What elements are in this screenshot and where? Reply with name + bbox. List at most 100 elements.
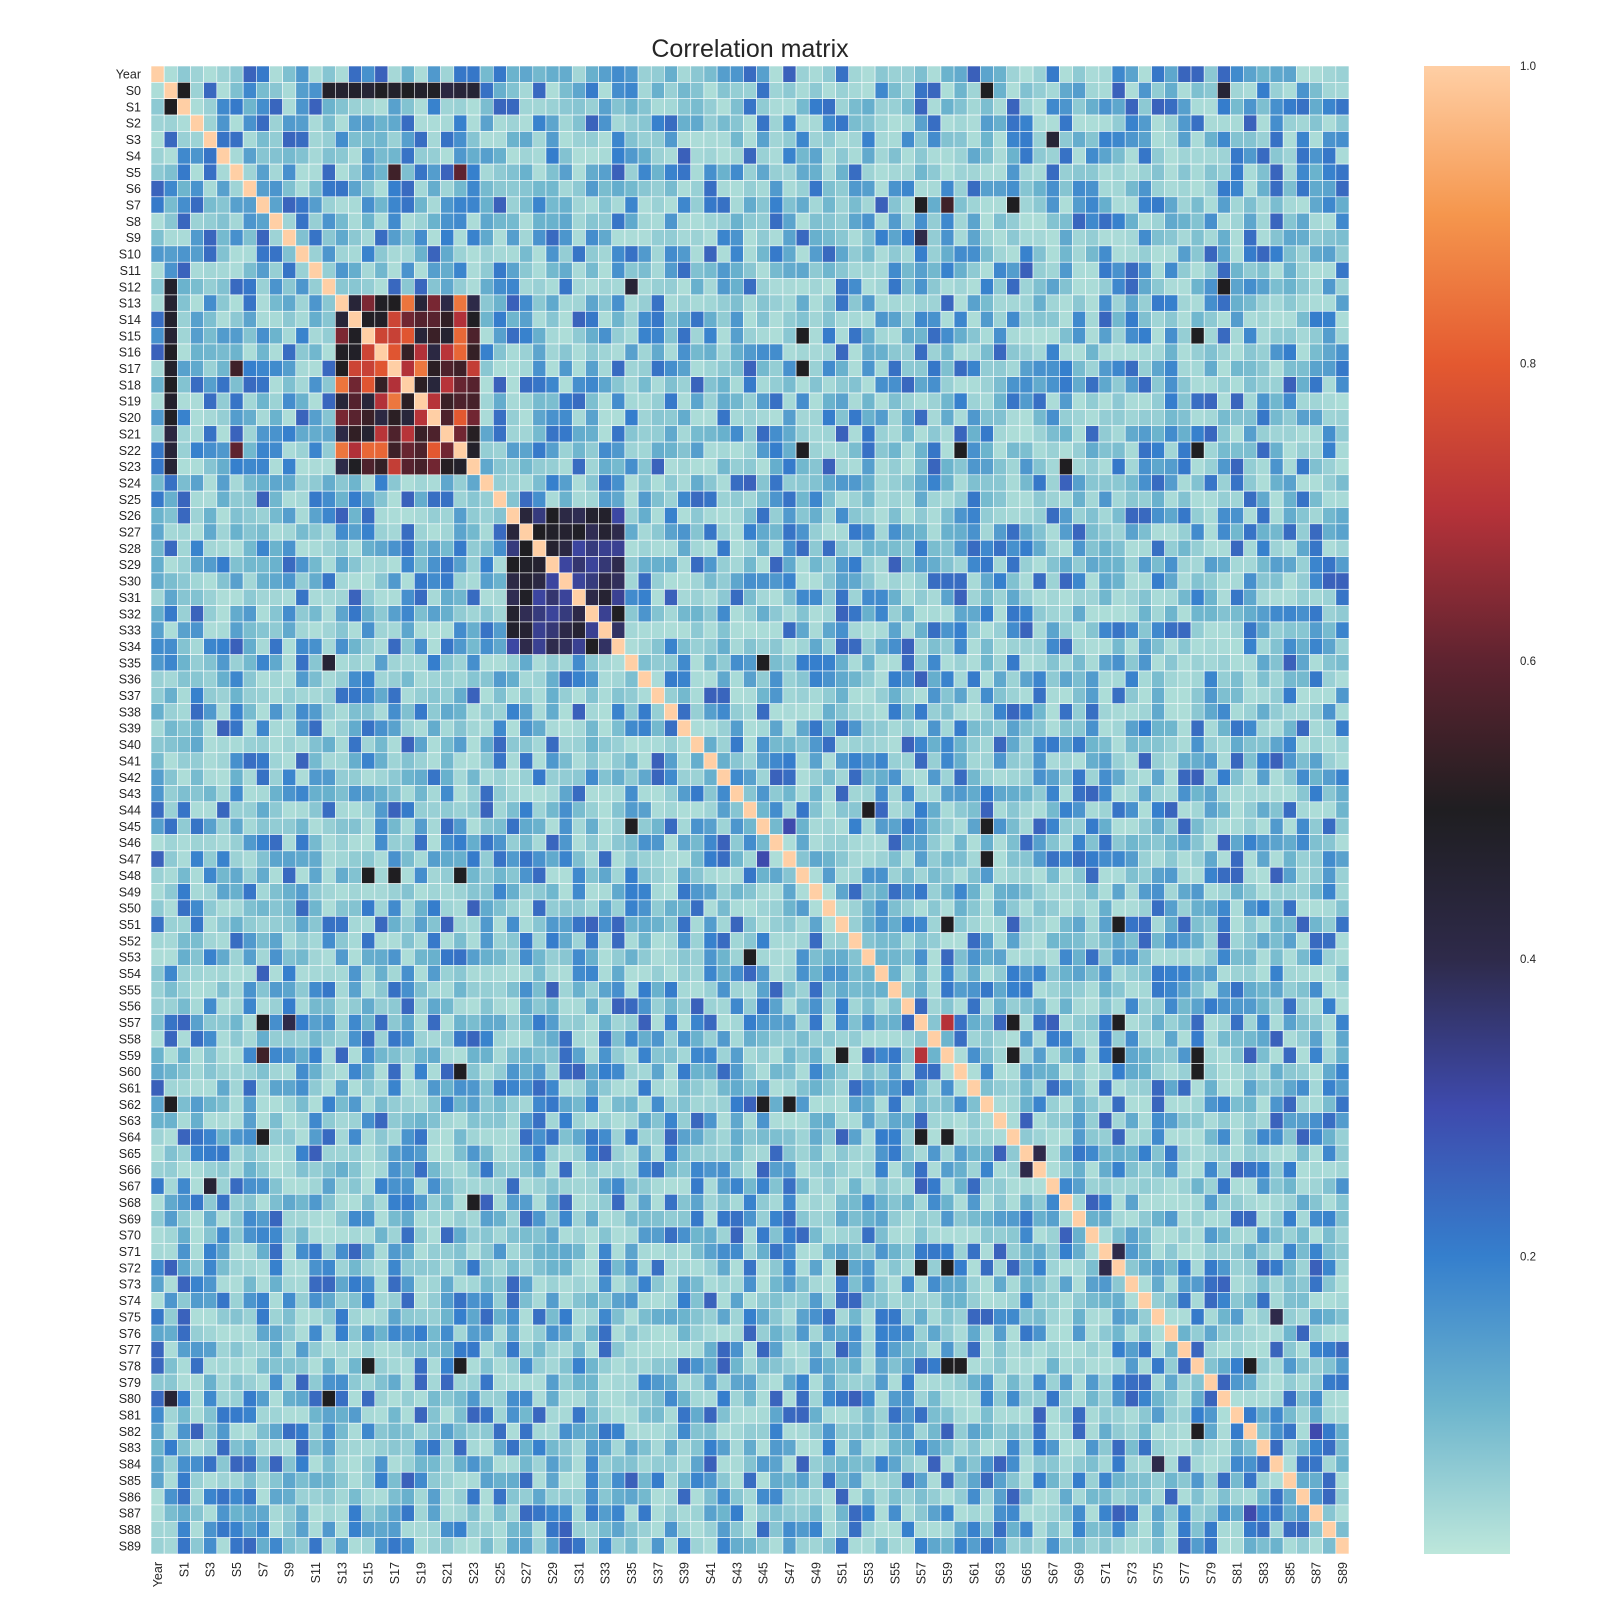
heatmap-cell [177,131,191,149]
heatmap-cell [427,883,441,901]
heatmap-cell [1203,180,1218,198]
heatmap-cell [1059,131,1073,149]
heatmap-cell [1335,556,1350,574]
heatmap-cell [242,785,257,803]
heatmap-cell [295,425,310,443]
heatmap-cell [1190,310,1205,328]
heatmap-cell [413,114,428,132]
heatmap-cell [861,131,876,149]
heatmap-cell [808,899,823,917]
heatmap-cell [163,703,178,721]
heatmap-cell [532,948,547,966]
heatmap-cell [835,343,850,361]
heatmap-cell [703,899,718,917]
heatmap-cell [808,490,823,508]
heatmap-cell [1098,229,1113,247]
heatmap-cell [993,360,1008,377]
heatmap-cell [571,638,586,655]
heatmap-cell [756,654,771,672]
heatmap-cell [1085,817,1100,835]
heatmap-cell [348,556,362,574]
heatmap-cell [1164,343,1179,361]
heatmap-cell [1269,899,1284,917]
heatmap-cell [677,883,692,901]
heatmap-cell [545,131,560,149]
heatmap-cell [993,327,1008,345]
heatmap-cell [1269,834,1284,852]
heatmap-cell [440,229,455,247]
heatmap-cell [256,441,270,459]
heatmap-cell [1032,834,1047,852]
heatmap-cell [1045,523,1060,541]
heatmap-cell [743,638,757,655]
heatmap-cell [835,212,850,230]
heatmap-cell [664,294,678,312]
heatmap-cell [743,163,757,181]
heatmap-cell [624,131,639,149]
heatmap-cell [1072,343,1087,361]
heatmap-cell [848,768,863,786]
heatmap-cell [795,768,810,786]
heatmap-cell [335,834,349,852]
heatmap-cell [558,114,573,132]
heatmap-cell [822,98,836,116]
heatmap-cell [650,343,665,361]
heatmap-cell [1072,163,1087,181]
heatmap-cell [690,147,705,165]
heatmap-cell [756,801,771,819]
heatmap-cell [1203,474,1218,492]
heatmap-cell [585,114,599,132]
heatmap-cell [1006,310,1021,328]
heatmap-cell [874,147,889,165]
heatmap-cell [1256,850,1271,868]
heatmap-cell [1243,65,1258,83]
heatmap-cell [887,785,902,803]
heatmap-cell [571,441,586,459]
heatmap-cell [650,752,665,770]
heatmap-cell [1124,801,1139,819]
heatmap-cell [993,834,1008,852]
heatmap-cell [558,507,573,525]
heatmap-cell [993,147,1008,165]
heatmap-cell [1203,866,1218,884]
heatmap-cell [598,588,613,606]
heatmap-cell [558,736,573,754]
heatmap-cell [887,605,902,623]
heatmap-cell [1203,196,1218,214]
heatmap-cell [1045,278,1060,296]
heatmap-cell [413,376,428,394]
heatmap-cell [650,523,665,541]
heatmap-cell [374,229,389,247]
heatmap-cell [769,703,784,721]
heatmap-cell [993,180,1008,198]
heatmap-cell [163,147,178,165]
heatmap-cell [1309,327,1323,345]
heatmap-cell [1059,229,1073,247]
heatmap-cell [242,654,257,672]
heatmap-cell [966,278,981,296]
heatmap-cell [1151,376,1165,394]
heatmap-cell [1230,180,1244,198]
heatmap-cell [269,376,283,394]
heatmap-cell [1217,932,1231,950]
heatmap-cell [861,82,876,99]
heatmap-cell [1098,82,1113,99]
heatmap-cell [914,572,929,590]
heatmap-cell [1322,736,1337,754]
heatmap-cell [295,409,310,427]
heatmap-cell [861,163,876,181]
heatmap-cell [677,392,692,410]
heatmap-cell [716,736,731,754]
heatmap-cell [466,752,481,770]
heatmap-cell [558,899,573,917]
heatmap-cell [321,376,336,394]
heatmap-cell [598,98,613,116]
heatmap-cell [400,441,415,459]
heatmap-cell [585,163,599,181]
heatmap-cell [914,392,929,410]
heatmap-cell [1059,850,1073,868]
heatmap-cell [1190,180,1205,198]
heatmap-cell [650,768,665,786]
heatmap-cell [901,147,915,165]
heatmap-cell [1059,114,1073,132]
